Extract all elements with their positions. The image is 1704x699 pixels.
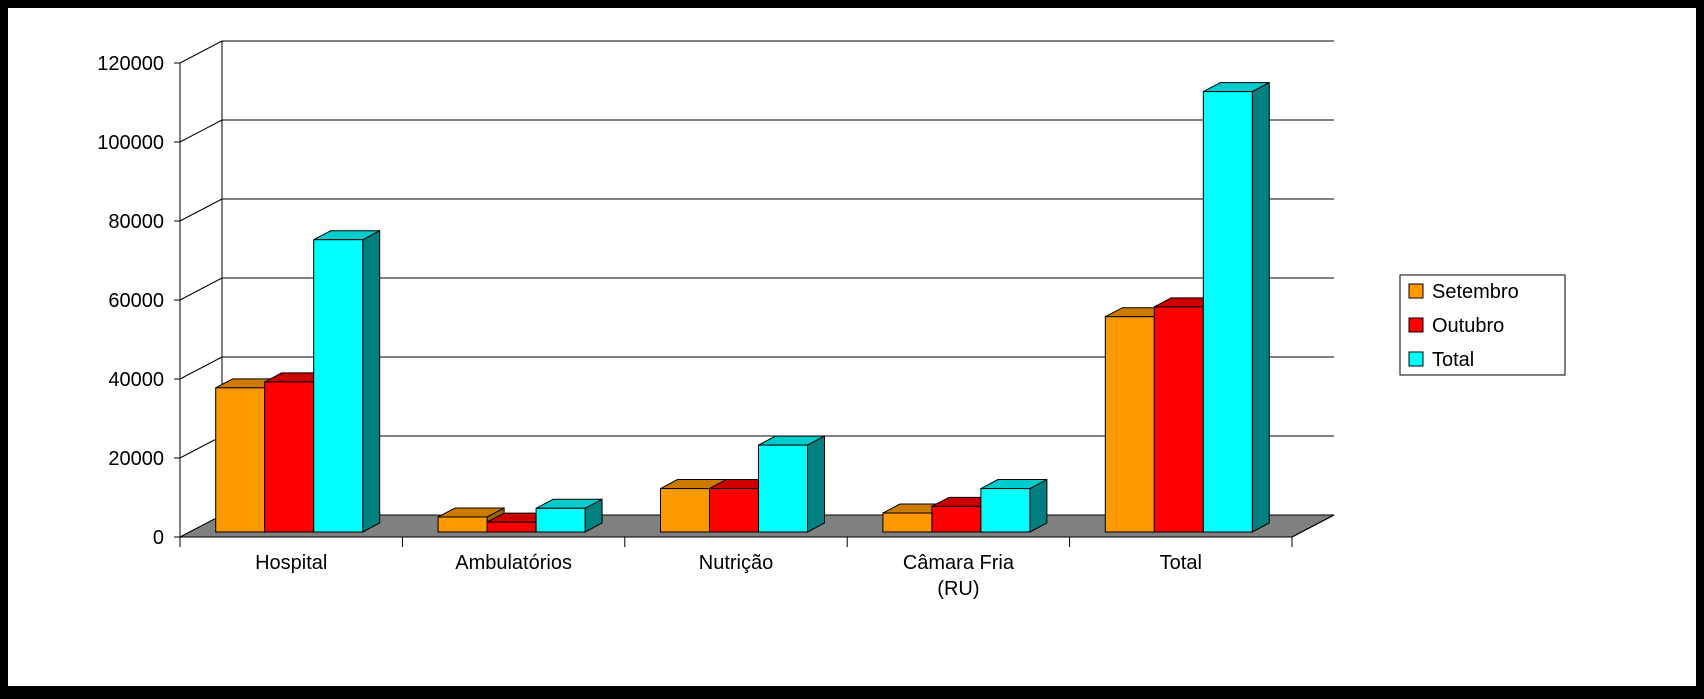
- bar-front: [1104, 316, 1155, 533]
- legend: Setembro Outubro Total: [1399, 274, 1566, 376]
- gridline-diagonal: [179, 198, 223, 222]
- bars: [215, 81, 1270, 533]
- x-tick-label: Nutrição: [699, 552, 773, 574]
- bar-side: [362, 229, 381, 533]
- gridline-diagonal: [179, 277, 223, 301]
- bar: [758, 435, 825, 533]
- bar-front: [931, 505, 982, 533]
- bar-front: [882, 512, 933, 533]
- legend-box: [1399, 274, 1566, 376]
- bar-front: [758, 444, 808, 533]
- x-tick-label: Câmara Fria (RU): [903, 552, 1015, 600]
- bar-front: [1153, 306, 1204, 533]
- bar-front: [313, 239, 364, 533]
- bar-side: [1251, 81, 1270, 533]
- gridline-diagonal: [179, 435, 223, 459]
- y-axis: 0 20000 40000 60000 80000 100000 120000: [97, 53, 181, 549]
- bar: [313, 229, 381, 533]
- legend-label: Total: [1432, 349, 1474, 371]
- legend-swatch: [1408, 351, 1424, 367]
- bar: [535, 498, 603, 533]
- x-tick-label: Total: [1160, 552, 1202, 574]
- legend-label: Setembro: [1432, 281, 1519, 303]
- x-axis: Hospital Ambulatórios Nutrição Câmara Fria(…: [179, 514, 1335, 600]
- legend-swatch: [1408, 283, 1424, 299]
- y-tick-label: 120000: [97, 53, 164, 75]
- y-tick-label: 0: [153, 527, 164, 549]
- bar-front: [215, 387, 266, 533]
- x-axis-depth-edge: [1291, 514, 1335, 538]
- bar-front: [980, 488, 1031, 533]
- gridline-diagonal: [179, 119, 223, 143]
- bar-front: [486, 521, 537, 533]
- gridline-diagonal: [179, 40, 223, 64]
- bar-front: [535, 507, 586, 533]
- y-tick-label: 100000: [97, 132, 164, 154]
- bar-front: [437, 516, 488, 533]
- bar-side: [807, 435, 825, 533]
- y-tick-label: 20000: [108, 448, 164, 470]
- bar: [1202, 81, 1270, 533]
- gridline-diagonal: [179, 356, 223, 380]
- y-tick-label: 60000: [108, 290, 164, 312]
- bar-front: [264, 381, 315, 533]
- x-tick-label: Ambulatórios: [455, 552, 572, 574]
- y-tick-label: 80000: [108, 211, 164, 233]
- x-tick-label: Hospital: [255, 552, 327, 574]
- legend-label: Outubro: [1432, 315, 1504, 337]
- bar: [980, 478, 1048, 533]
- bar-front: [1202, 91, 1253, 533]
- bar-front: [709, 488, 759, 533]
- y-tick-label: 40000: [108, 369, 164, 391]
- legend-swatch: [1408, 317, 1424, 333]
- bar-front: [660, 488, 710, 533]
